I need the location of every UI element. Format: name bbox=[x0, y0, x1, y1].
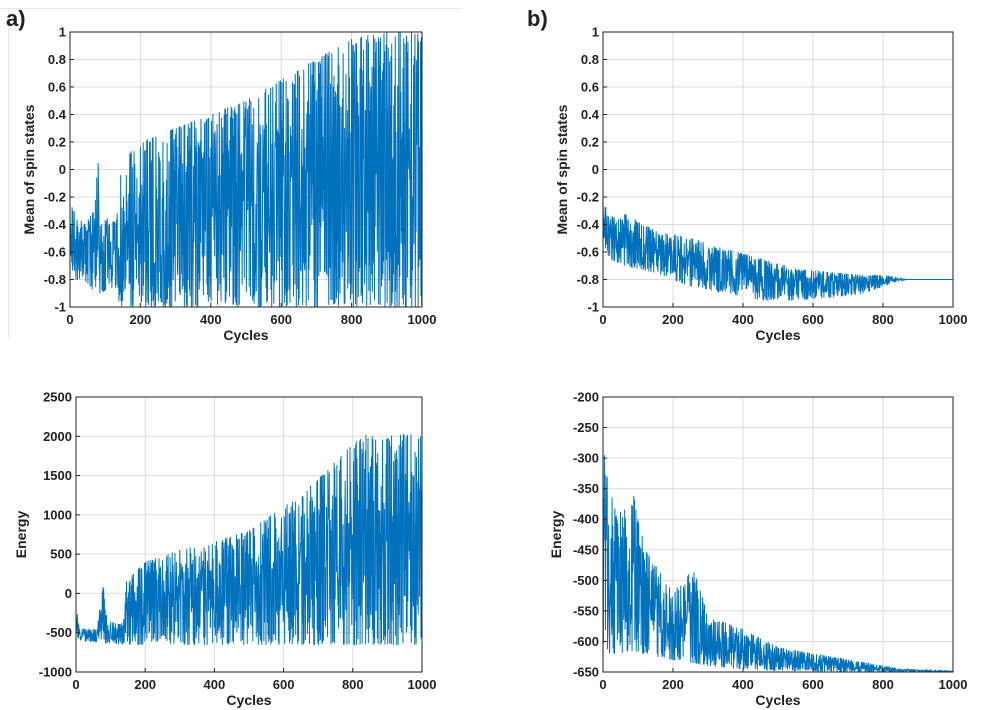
x-tick-label: 400 bbox=[732, 677, 754, 692]
y-tick-label: 0.2 bbox=[48, 135, 66, 150]
x-tick-label: 1000 bbox=[408, 312, 437, 327]
x-tick-label: 800 bbox=[341, 312, 363, 327]
chart-a-top: 0 200 400 600 800 1000 -1 -0.8 -0.6 -0.4 -0.2 0 0.2 0… bbox=[21, 25, 436, 344]
x-axis-label: Cycles bbox=[755, 692, 800, 708]
axes-box bbox=[602, 396, 954, 673]
y-tick-label: 0.8 bbox=[48, 52, 66, 67]
y-tick-label: -0.2 bbox=[44, 190, 66, 205]
data-series-line bbox=[69, 31, 423, 308]
chart-a-bottom: 0 200 400 600 800 1000 -1000 -500 0 500 1000 1500 20… bbox=[13, 390, 436, 709]
y-tick-label: 0.6 bbox=[581, 80, 599, 95]
y-tick-label: 2000 bbox=[43, 429, 72, 444]
y-tick-label: -0.6 bbox=[44, 245, 66, 260]
y-tick-label: -650 bbox=[573, 665, 599, 680]
top-divider bbox=[0, 8, 462, 9]
y-tick-label: 2500 bbox=[43, 390, 72, 405]
y-tick-label: 1 bbox=[592, 25, 599, 40]
chart-b-bottom: 0 200 400 600 800 1000 -650 -600 -550 -500 -450 -40… bbox=[548, 390, 967, 709]
y-tick-label: 0 bbox=[65, 586, 72, 601]
x-tick-label: 600 bbox=[802, 677, 824, 692]
y-tick-label: 500 bbox=[50, 547, 72, 562]
x-tick-label: 400 bbox=[200, 312, 222, 327]
x-tick-label: 200 bbox=[130, 312, 152, 327]
x-tick-label: 1000 bbox=[939, 312, 968, 327]
panel-label-a: a) bbox=[6, 6, 26, 31]
y-axis-label: Mean of spin states bbox=[554, 104, 570, 234]
y-tick-label: -0.8 bbox=[577, 272, 599, 287]
data-series-line bbox=[602, 197, 954, 301]
x-tick-label: 200 bbox=[134, 677, 156, 692]
x-tick-label: 600 bbox=[802, 312, 824, 327]
data-series-line bbox=[75, 434, 423, 645]
y-tick-label: -250 bbox=[573, 420, 599, 435]
x-tick-label: 600 bbox=[273, 677, 295, 692]
y-tick-label: -550 bbox=[573, 603, 599, 618]
y-tick-label: -500 bbox=[46, 625, 72, 640]
x-tick-label: 1000 bbox=[939, 677, 968, 692]
y-tick-label: -300 bbox=[573, 451, 599, 466]
y-tick-label: -0.2 bbox=[577, 190, 599, 205]
y-tick-label: 0.4 bbox=[581, 107, 600, 122]
y-tick-label: -1 bbox=[54, 300, 66, 315]
y-tick-label: 0.8 bbox=[581, 52, 599, 67]
y-tick-label: 0 bbox=[59, 162, 66, 177]
y-tick-label: -0.6 bbox=[577, 245, 599, 260]
y-tick-label: -0.8 bbox=[44, 272, 66, 287]
x-tick-label: 1000 bbox=[408, 677, 437, 692]
y-axis-label: Energy bbox=[548, 511, 564, 559]
x-axis-label: Cycles bbox=[226, 692, 271, 708]
y-tick-label: -200 bbox=[573, 390, 599, 405]
x-tick-label: 200 bbox=[662, 677, 684, 692]
axes-box bbox=[75, 396, 423, 673]
y-tick-label: -350 bbox=[573, 481, 599, 496]
y-tick-label: -1000 bbox=[39, 665, 72, 680]
y-tick-label: 0.6 bbox=[48, 80, 66, 95]
y-tick-label: -600 bbox=[573, 634, 599, 649]
y-tick-label: -450 bbox=[573, 542, 599, 557]
y-tick-label: 0 bbox=[592, 162, 599, 177]
x-tick-label: 200 bbox=[662, 312, 684, 327]
x-tick-label: 800 bbox=[872, 677, 894, 692]
y-tick-label: -0.4 bbox=[577, 217, 600, 232]
chart-b-top: 0 200 400 600 800 1000 -1 -0.8 -0.6 -0.4 -0.2 0 0.2 0… bbox=[554, 25, 967, 344]
x-tick-label: 0 bbox=[599, 312, 606, 327]
plot-area bbox=[603, 397, 953, 672]
y-tick-label: 0.4 bbox=[48, 107, 67, 122]
x-axis-label: Cycles bbox=[755, 327, 800, 343]
x-tick-label: 0 bbox=[72, 677, 79, 692]
x-tick-label: 600 bbox=[270, 312, 292, 327]
x-tick-label: 800 bbox=[342, 677, 364, 692]
x-tick-label: 0 bbox=[599, 677, 606, 692]
left-divider bbox=[8, 8, 9, 338]
y-tick-label: -400 bbox=[573, 512, 599, 527]
x-axis-label: Cycles bbox=[223, 327, 268, 343]
y-axis-label: Mean of spin states bbox=[21, 104, 37, 234]
y-axis-label: Energy bbox=[13, 511, 29, 559]
y-tick-label: -500 bbox=[573, 573, 599, 588]
x-tick-label: 400 bbox=[204, 677, 226, 692]
y-tick-label: 0.2 bbox=[581, 135, 599, 150]
x-tick-label: 400 bbox=[732, 312, 754, 327]
x-tick-label: 0 bbox=[66, 312, 73, 327]
y-tick-label: -1 bbox=[587, 300, 599, 315]
y-tick-label: 1000 bbox=[43, 507, 72, 522]
y-tick-label: -0.4 bbox=[44, 217, 67, 232]
x-tick-label: 800 bbox=[872, 312, 894, 327]
y-tick-label: 1 bbox=[59, 25, 66, 40]
data-series-line bbox=[602, 454, 954, 673]
y-tick-label: 1500 bbox=[43, 468, 72, 483]
panel-label-b: b) bbox=[527, 6, 548, 31]
